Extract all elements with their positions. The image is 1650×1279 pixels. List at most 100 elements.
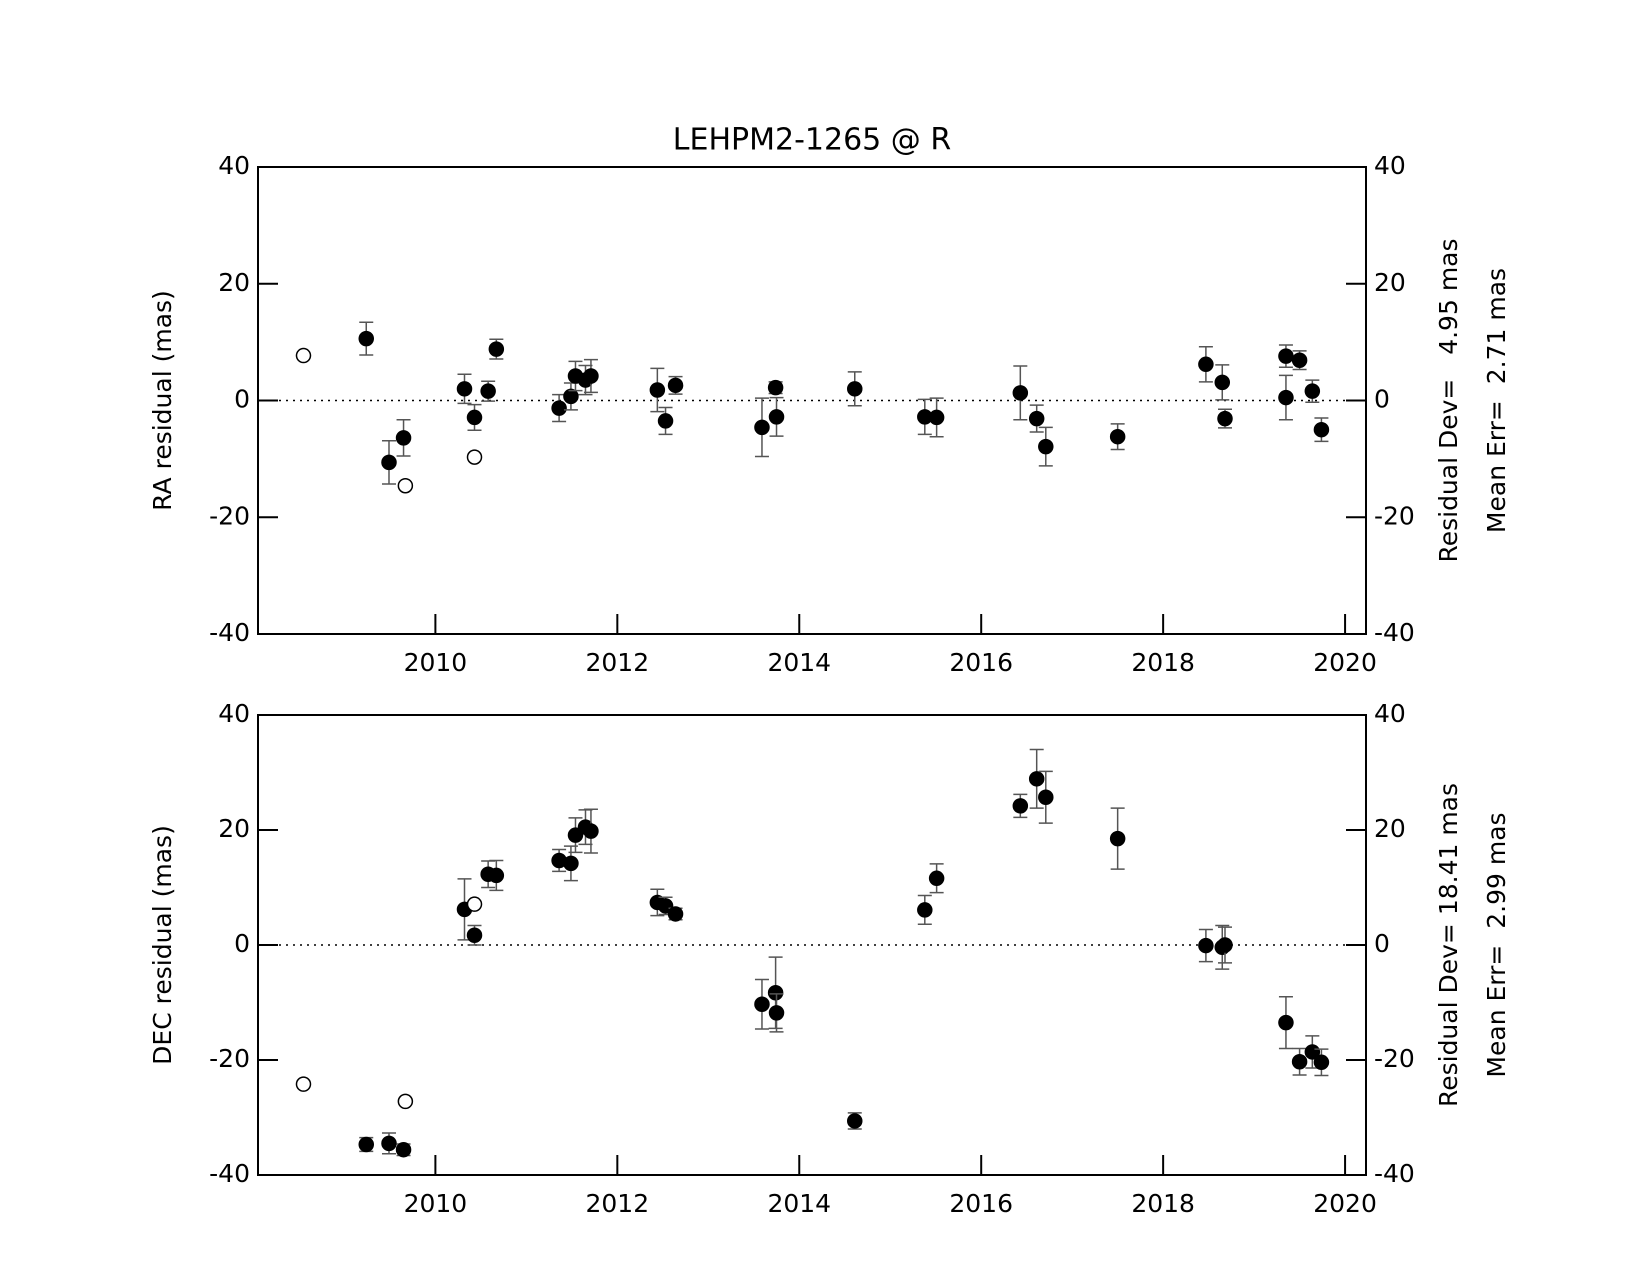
point [847,1113,863,1129]
y-tick-label: -40 [209,618,250,647]
y-tick-label: 0 [234,929,250,958]
y-axis-label: RA residual (mas) [148,290,177,511]
open-point [466,896,483,912]
point [1038,789,1054,805]
point [1198,937,1214,954]
point [649,382,666,398]
y2-tick-label: 20 [1374,268,1406,297]
point [657,898,674,914]
point [1198,356,1214,373]
point [767,984,784,1001]
point [488,341,505,357]
point [567,827,584,843]
x-tick-label: 2018 [1131,1189,1195,1218]
x-tick-label: 2014 [767,1189,831,1218]
annotation: Mean Err= 2.99 mas [1482,812,1511,1077]
point [358,330,375,347]
point [1278,348,1294,364]
y-tick-label: 40 [218,699,250,728]
x-tick-label: 2020 [1313,1189,1377,1218]
point [466,927,483,943]
y-tick-label: 20 [218,268,250,297]
point [1217,410,1233,427]
point [1278,389,1294,406]
annotation: Residual Dev= 4.95 mas [1434,238,1463,562]
y-axis-label: DEC residual (mas) [148,825,177,1065]
y-tick-label: 0 [234,385,250,414]
point [917,902,933,918]
point [1217,937,1233,953]
x-tick-label: 2020 [1313,648,1377,677]
point [395,1141,412,1158]
point [1278,1014,1294,1031]
point [847,381,863,397]
x-tick-label: 2010 [404,1189,468,1218]
y2-tick-label: 0 [1374,929,1390,958]
point [754,419,770,436]
point [466,409,483,426]
chart-title: LEHPM2-1265 @ R [673,123,951,158]
open-point [466,449,483,465]
y2-tick-label: -20 [1374,1044,1415,1073]
y2-tick-label: 0 [1374,385,1390,414]
point [768,1005,785,1021]
annotation: Residual Dev= 18.41 mas [1434,783,1463,1107]
point [768,409,785,425]
x-tick-label: 2012 [586,1189,650,1218]
point [1304,383,1321,399]
y-tick-label: -20 [209,1044,250,1073]
point [563,388,579,405]
point [1313,421,1330,438]
y2-tick-label: 20 [1374,814,1406,843]
point [1291,1053,1308,1070]
y2-tick-label: -20 [1374,501,1415,530]
y-tick-label: 20 [218,814,250,843]
point [928,870,945,887]
point [657,413,674,429]
open-point [397,1093,414,1110]
point [1012,385,1029,401]
y-tick-label: -20 [209,501,250,530]
point [381,1135,397,1152]
y2-tick-label: -40 [1374,1159,1415,1188]
point [358,1136,375,1153]
point [551,400,567,416]
y2-tick-label: -40 [1374,618,1415,647]
x-tick-label: 2016 [949,1189,1013,1218]
x-tick-label: 2010 [404,648,468,677]
point [456,381,473,397]
point [395,430,412,446]
point [488,867,505,884]
x-tick-label: 2014 [767,648,831,677]
point [928,409,945,426]
open-point [397,477,414,494]
point [667,906,684,922]
point [767,379,784,396]
y2-tick-label: 40 [1374,151,1406,180]
y-tick-label: 40 [218,151,250,180]
point [754,996,770,1012]
point [667,377,684,394]
x-tick-label: 2016 [949,648,1013,677]
point [1109,428,1126,445]
point [1028,771,1045,787]
point [1028,410,1045,427]
open-point [295,347,312,364]
annotation: Mean Err= 2.71 mas [1482,268,1511,533]
x-tick-label: 2012 [586,648,650,677]
point [1291,352,1308,368]
point [563,855,579,872]
point [381,454,397,471]
point [1313,1054,1330,1071]
point [1214,374,1231,391]
point [583,823,599,839]
open-point [295,1076,312,1092]
point [1109,830,1126,847]
y2-tick-label: 40 [1374,699,1406,728]
point [583,368,599,384]
point [480,383,496,399]
point [1012,798,1029,814]
y-tick-label: -40 [209,1159,250,1188]
